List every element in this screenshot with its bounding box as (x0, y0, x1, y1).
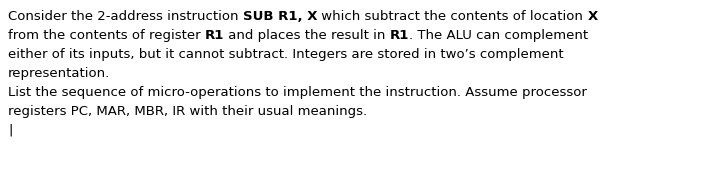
Text: Consider the 2-address instruction: Consider the 2-address instruction (8, 10, 242, 23)
Text: List the sequence of micro-operations to implement the instruction. Assume proce: List the sequence of micro-operations to… (8, 86, 587, 99)
Text: X: X (587, 10, 598, 23)
Text: and places the result in: and places the result in (224, 29, 390, 42)
Text: |: | (8, 124, 12, 137)
Text: R1: R1 (205, 29, 224, 42)
Text: which subtract the contents of location: which subtract the contents of location (317, 10, 587, 23)
Text: either of its inputs, but it cannot subtract. Integers are stored in two’s compl: either of its inputs, but it cannot subt… (8, 48, 563, 61)
Text: R1: R1 (390, 29, 409, 42)
Text: from the contents of register: from the contents of register (8, 29, 205, 42)
Text: registers PC, MAR, MBR, IR with their usual meanings.: registers PC, MAR, MBR, IR with their us… (8, 105, 367, 118)
Text: . The ALU can complement: . The ALU can complement (409, 29, 588, 42)
Text: SUB R1, X: SUB R1, X (242, 10, 317, 23)
Text: representation.: representation. (8, 67, 110, 80)
